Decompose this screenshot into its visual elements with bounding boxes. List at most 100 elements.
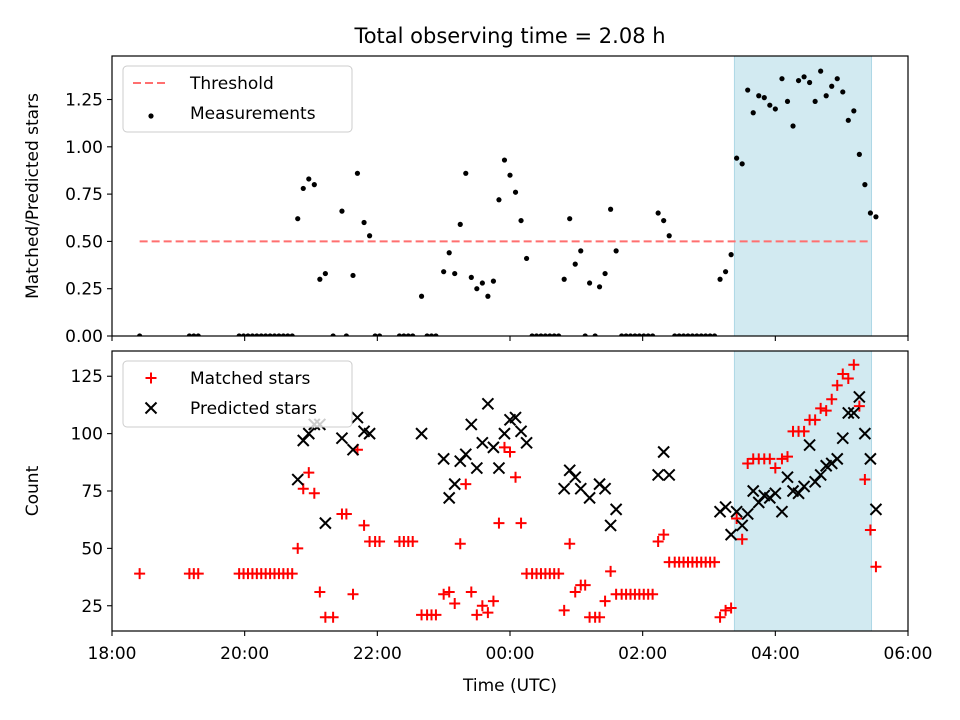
data-point <box>845 117 851 123</box>
data-point <box>703 333 709 336</box>
y-tick-label: 100 <box>71 425 103 445</box>
y-tick-label: 0.75 <box>65 185 103 205</box>
data-point <box>340 508 352 520</box>
data-point <box>741 507 754 521</box>
data-point <box>864 524 876 536</box>
legend-box <box>122 360 353 428</box>
data-point <box>689 333 696 336</box>
data-point <box>655 210 661 216</box>
data-point <box>784 98 791 105</box>
data-point <box>609 503 623 516</box>
y-axis-label: Matched/Predicted stars <box>23 93 43 299</box>
data-point <box>776 453 788 465</box>
data-point <box>460 478 472 490</box>
data-point <box>507 172 513 178</box>
legend-plus-swatch <box>145 372 157 384</box>
legend-label: Matched stars <box>190 369 310 389</box>
data-point <box>303 467 315 479</box>
y-tick-label: 125 <box>71 367 103 387</box>
data-point <box>490 278 497 284</box>
legend-label: Threshold <box>189 74 274 94</box>
top-panel-ratio: 0.00 0.25 0.50 0.75 1.00 1.25 Matched/Predicte… <box>23 55 909 347</box>
legend: Matched stars Predicted stars <box>122 360 353 428</box>
data-point <box>302 427 315 440</box>
data-point <box>249 333 256 336</box>
data-point <box>722 269 729 275</box>
data-point <box>742 457 754 469</box>
data-point <box>448 477 461 491</box>
data-point <box>438 588 450 600</box>
data-point <box>862 182 868 188</box>
data-point <box>465 418 478 431</box>
data-point <box>556 333 562 336</box>
data-point <box>514 425 528 438</box>
data-point <box>322 270 328 277</box>
data-point <box>685 333 691 336</box>
data-point <box>280 333 286 336</box>
data-point <box>317 276 323 282</box>
data-point <box>605 565 617 577</box>
data-point <box>424 333 430 336</box>
data-point <box>542 333 548 336</box>
data-point <box>803 438 816 452</box>
data-point <box>410 333 416 336</box>
data-point <box>551 333 557 336</box>
data-point <box>717 276 723 282</box>
data-point <box>836 432 849 445</box>
y-tick-label: 25 <box>81 597 103 617</box>
data-point <box>192 568 204 580</box>
data-point <box>245 333 251 336</box>
data-point <box>627 333 634 336</box>
data-point <box>632 333 638 336</box>
data-point <box>747 484 760 498</box>
data-point <box>772 106 778 112</box>
highlight-region <box>733 350 873 632</box>
data-point <box>498 427 511 440</box>
data-point <box>430 609 442 621</box>
data-point <box>443 586 455 598</box>
data-point <box>372 333 378 336</box>
data-point <box>767 102 773 108</box>
plot-data <box>137 68 879 336</box>
data-point <box>509 411 522 424</box>
data-point <box>820 405 832 417</box>
data-point <box>853 390 866 404</box>
bottom-panel-counts: 25 50 75 100 125 18:00 20:00 22:00 00:00 02:00 04:… <box>23 350 933 696</box>
data-point <box>870 561 882 573</box>
data-point <box>291 473 304 486</box>
data-point <box>327 611 339 623</box>
data-point <box>709 556 721 568</box>
data-point <box>474 286 480 292</box>
data-point <box>346 443 360 456</box>
data-point <box>775 505 789 518</box>
data-point <box>482 607 494 619</box>
data-point <box>493 517 505 529</box>
data-point <box>254 333 260 336</box>
data-point <box>608 206 614 212</box>
data-point <box>582 333 588 336</box>
data-point <box>498 441 510 453</box>
data-point <box>366 233 373 239</box>
data-point <box>471 609 483 621</box>
y-tick-label: 50 <box>81 539 103 559</box>
data-point <box>492 461 506 475</box>
data-point <box>289 333 295 336</box>
data-point <box>764 453 776 465</box>
data-point <box>725 602 737 614</box>
data-point <box>396 333 403 336</box>
data-point <box>433 333 439 336</box>
data-point <box>711 333 718 336</box>
data-point <box>650 333 656 336</box>
data-point <box>350 272 356 279</box>
data-point <box>599 595 611 607</box>
data-point <box>311 182 317 188</box>
x-tick-label: 20:00 <box>220 644 269 664</box>
data-point <box>306 176 312 182</box>
x-tick-label: 04:00 <box>751 644 800 664</box>
data-point <box>558 604 570 616</box>
y-tick-label: 1.25 <box>65 91 103 111</box>
y-tick-label: 0.00 <box>65 327 103 347</box>
data-point <box>795 77 802 84</box>
data-point <box>459 448 472 461</box>
data-point <box>583 491 596 505</box>
